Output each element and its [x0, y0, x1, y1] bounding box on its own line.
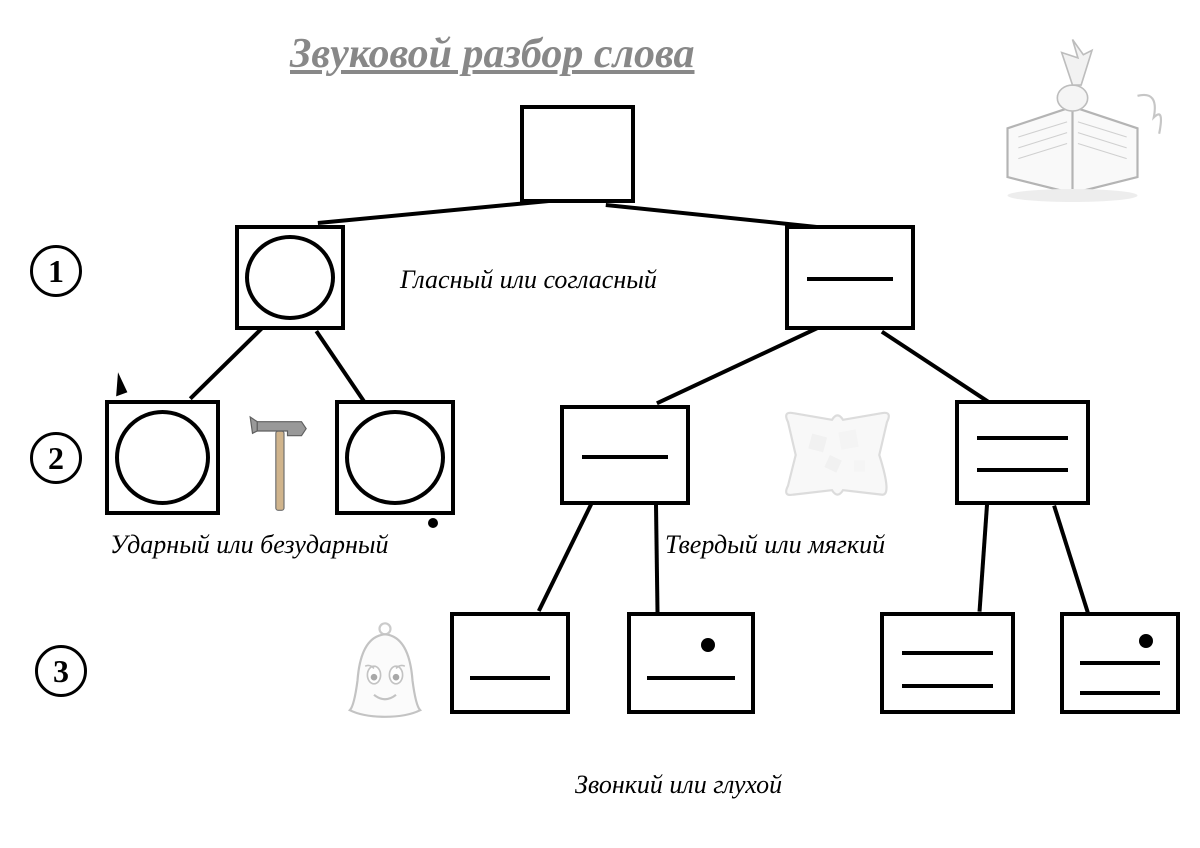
step-2-num: 2: [48, 440, 64, 477]
page-title: Звуковой разбор слова: [290, 30, 695, 78]
book-wizard-icon: [975, 30, 1170, 205]
hline-icon: [1080, 691, 1160, 695]
bell-icon: [340, 620, 430, 730]
hline-icon: [977, 436, 1068, 440]
pillow-icon: [770, 400, 905, 510]
soft-unvoiced-box: [1060, 612, 1180, 714]
edge-hard-hv: [536, 503, 592, 612]
edge-cons-hard: [656, 326, 818, 405]
hline-icon: [470, 676, 550, 680]
hline-icon: [902, 651, 993, 655]
circle-icon: [345, 410, 445, 505]
consonant-box: [785, 225, 915, 330]
edge-vowel-unstressed: [314, 330, 365, 402]
hline-icon: [582, 455, 668, 459]
edge-soft-sv: [977, 505, 988, 612]
accent-mark-icon: [109, 372, 128, 397]
soft-voiced-box: [880, 612, 1015, 714]
hline-icon: [902, 684, 993, 688]
hline-icon: [647, 676, 735, 680]
step-1-num: 1: [48, 253, 64, 290]
step-1-badge: 1: [30, 245, 82, 297]
hard-voiced-box: [450, 612, 570, 714]
hline-icon: [977, 468, 1068, 472]
label-voiced: Звонкий или глухой: [575, 770, 782, 800]
dot-icon: [428, 518, 438, 528]
edge-vowel-stressed: [188, 327, 262, 400]
edge-soft-su: [1052, 505, 1090, 613]
step-3-badge: 3: [35, 645, 87, 697]
soft-box: [955, 400, 1090, 505]
circle-icon: [115, 410, 210, 505]
hard-unvoiced-box: [627, 612, 755, 714]
label-level1: Гласный или согласный: [400, 265, 657, 295]
edge-hard-hu: [654, 505, 659, 612]
hline-icon: [1080, 661, 1160, 665]
edge-root-vowel: [317, 199, 549, 225]
hard-box: [560, 405, 690, 505]
step-2-badge: 2: [30, 432, 82, 484]
circle-icon: [245, 235, 335, 320]
vowel-box: [235, 225, 345, 330]
dot-icon: [1139, 634, 1153, 648]
hammer-icon: [243, 410, 318, 515]
label-hardsoft: Твердый или мягкий: [665, 530, 885, 560]
hline-icon: [807, 277, 893, 281]
dot-icon: [701, 638, 715, 652]
root-box: [520, 105, 635, 203]
stressed-box: [105, 400, 220, 515]
label-stress: Ударный или безударный: [110, 530, 389, 560]
unstressed-box: [335, 400, 455, 515]
step-3-num: 3: [53, 653, 69, 690]
edge-cons-soft: [880, 330, 988, 403]
